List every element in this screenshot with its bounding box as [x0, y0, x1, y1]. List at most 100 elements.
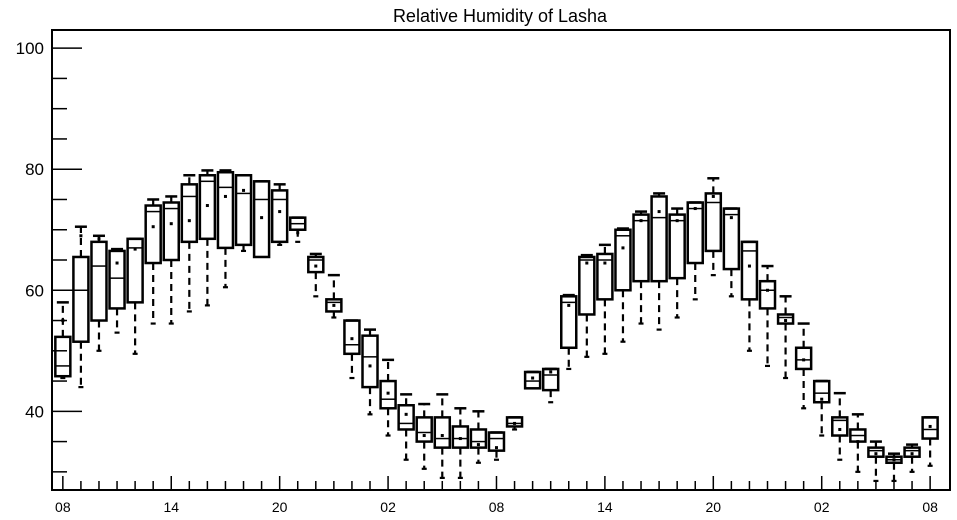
mean-marker	[838, 427, 842, 431]
iqr-box	[54, 335, 72, 378]
mean-marker	[296, 231, 300, 235]
box-hour-3	[108, 247, 126, 334]
box-hour-4	[126, 237, 144, 355]
box-hour-6	[162, 195, 181, 325]
iqr-box	[776, 313, 795, 325]
y-axis: 100 80 60 40	[16, 39, 82, 473]
mean-marker	[260, 216, 264, 220]
box-hour-23	[469, 410, 488, 464]
mean-marker	[549, 370, 553, 374]
box-hour-47	[903, 443, 921, 473]
mean-marker	[494, 446, 498, 450]
mean-marker	[458, 437, 462, 441]
iqr-box	[361, 334, 379, 389]
mean-marker	[910, 452, 914, 456]
iqr-box	[704, 192, 723, 253]
box-hour-22	[451, 407, 470, 479]
iqr-box	[578, 255, 596, 316]
box-hour-1	[72, 225, 90, 389]
iqr-box	[812, 379, 831, 404]
mean-marker	[278, 210, 282, 214]
iqr-box	[632, 213, 650, 283]
box-hour-10	[234, 174, 253, 253]
mean-marker	[531, 376, 535, 380]
iqr-box	[433, 416, 452, 449]
box-hour-30	[596, 243, 614, 355]
box-hour-5	[144, 198, 162, 325]
mean-marker	[350, 337, 354, 341]
mean-marker	[79, 234, 83, 238]
x-tick-label: 02	[814, 499, 830, 515]
mean-marker	[603, 261, 607, 265]
iqr-box	[451, 425, 470, 449]
mean-marker	[332, 303, 336, 307]
mean-marker	[657, 210, 661, 214]
iqr-box	[650, 195, 668, 283]
mean-marker	[747, 264, 751, 268]
mean-marker	[567, 303, 571, 307]
mean-marker	[61, 319, 65, 323]
mean-marker	[368, 364, 372, 368]
box-hour-9	[216, 169, 235, 289]
box-hour-16	[343, 319, 361, 380]
iqr-box	[307, 255, 325, 274]
mean-marker	[820, 397, 824, 401]
box-hour-32	[632, 210, 650, 325]
iqr-box	[686, 201, 704, 265]
x-tick-label: 20	[706, 499, 722, 515]
box-hour-27	[541, 367, 560, 404]
iqr-box	[758, 279, 777, 310]
box-hour-36	[704, 177, 723, 277]
iqr-box	[541, 367, 560, 392]
iqr-box	[234, 174, 253, 247]
chart-title: Relative Humidity of Lasha	[393, 6, 608, 26]
iqr-box	[560, 295, 578, 350]
iqr-box	[90, 240, 108, 322]
iqr-box	[668, 213, 686, 280]
iqr-box	[921, 416, 939, 440]
iqr-box	[523, 370, 542, 390]
box-series	[54, 169, 939, 483]
box-hour-31	[614, 227, 632, 343]
mean-marker	[133, 247, 137, 251]
box-hour-24	[487, 431, 506, 461]
box-hour-20	[415, 402, 433, 470]
plot-frame	[51, 29, 951, 491]
box-hour-8	[198, 169, 217, 307]
mean-marker	[621, 246, 625, 250]
mean-marker	[729, 216, 733, 220]
iqr-box	[144, 204, 162, 265]
iqr-box	[487, 431, 506, 452]
mean-marker	[404, 412, 408, 416]
box-hour-26	[523, 370, 542, 390]
iqr-box	[831, 416, 849, 437]
iqr-box	[740, 240, 759, 301]
iqr-box	[126, 237, 144, 304]
iqr-box	[270, 189, 289, 244]
iqr-box	[505, 416, 524, 428]
mean-marker	[675, 219, 679, 223]
iqr-box	[722, 207, 741, 271]
box-hour-12	[270, 183, 289, 246]
mean-marker	[784, 319, 788, 323]
iqr-box	[72, 255, 90, 343]
x-tick-label: 14	[163, 499, 179, 515]
mean-marker	[585, 261, 589, 265]
y-tick-label: 40	[25, 402, 44, 421]
x-tick-label: 20	[272, 499, 288, 515]
box-hour-42	[812, 379, 831, 437]
box-hour-29	[578, 253, 596, 358]
iqr-box	[108, 249, 126, 310]
box-hour-18	[379, 358, 397, 437]
mean-marker	[386, 391, 390, 395]
mean-marker	[513, 421, 517, 425]
iqr-box	[379, 379, 397, 410]
iqr-box	[867, 446, 885, 458]
mean-marker	[440, 434, 444, 438]
y-tick-label: 80	[25, 160, 44, 179]
x-tick-label: 14	[597, 499, 613, 515]
mean-marker	[422, 434, 426, 438]
box-hour-35	[686, 201, 704, 301]
